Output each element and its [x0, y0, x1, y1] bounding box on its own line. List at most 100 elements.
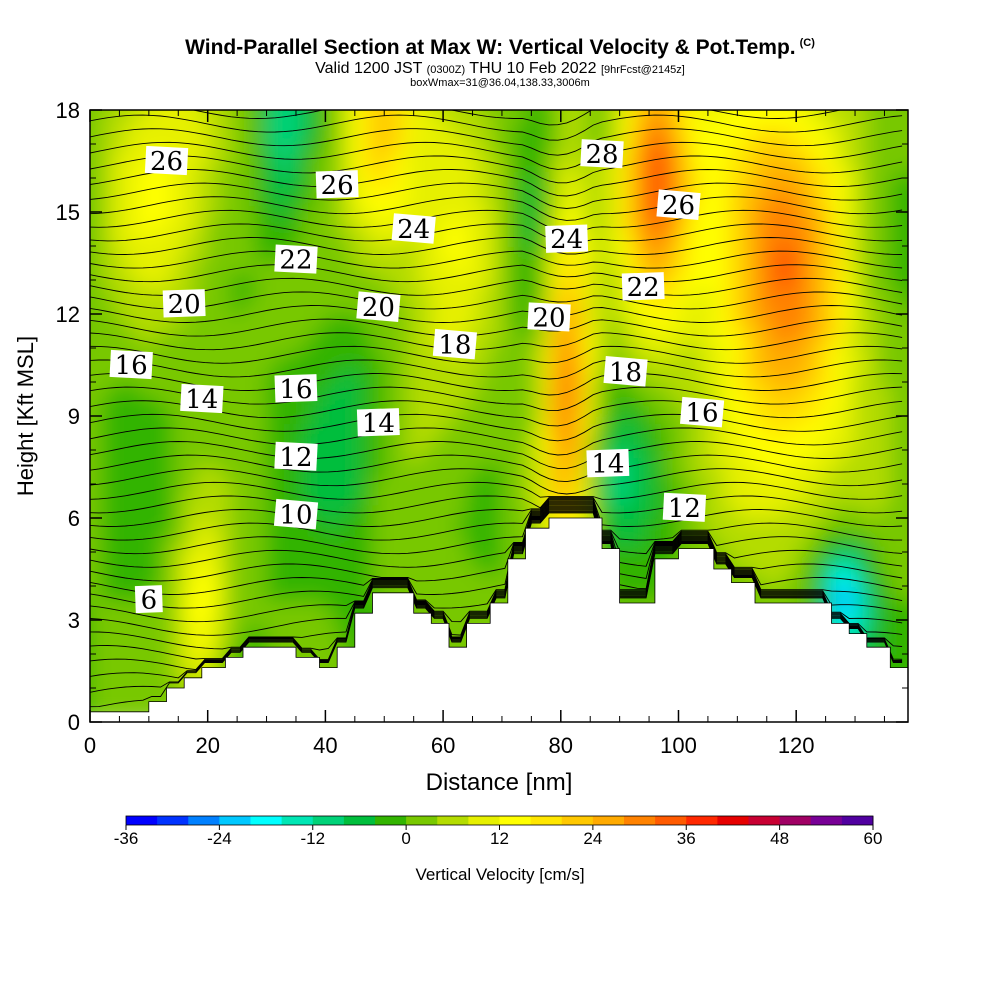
terrain-silhouette: [89, 517, 909, 723]
colorbar-swatch: [686, 816, 718, 825]
isentrope-label-text: 20: [532, 303, 565, 333]
chart-title: Wind-Parallel Section at Max W: Vertical…: [0, 36, 1000, 60]
isentrope-label-text: 14: [591, 450, 624, 480]
colorbar-tick-label: 48: [770, 829, 789, 848]
colorbar-swatch: [468, 816, 500, 825]
isentrope-label-bg: [586, 448, 630, 478]
colorbar-swatch: [779, 816, 812, 825]
isentrope-label-bg: [432, 328, 478, 360]
isentrope-label-bg: [274, 244, 318, 274]
isentrope-label-bg: [180, 383, 224, 414]
isentrope-label-text: 16: [685, 399, 718, 429]
isentrope-label-bg: [144, 145, 189, 176]
isentrope-label-bg: [621, 272, 665, 301]
isentrope-label: 18: [603, 356, 648, 388]
colorbar-swatch: [748, 816, 781, 825]
isentrope-label-bg: [274, 374, 318, 403]
isentrope-label: 16: [274, 374, 318, 405]
isentrope-label-bg: [109, 349, 153, 380]
colorbar-swatch: [281, 816, 314, 825]
isentrope-label: 26: [315, 170, 359, 201]
valid-date: THU 10 Feb 2022: [469, 60, 597, 77]
isentrope-label-text: 26: [321, 171, 354, 201]
isentrope-label-text: 6: [141, 586, 158, 616]
isentrope-label: 18: [432, 328, 478, 361]
isentrope-label: 6: [134, 585, 163, 616]
isentrope-label: 12: [274, 441, 318, 473]
colorbar-tick-label: 60: [864, 829, 883, 848]
isentrope-label-bg: [273, 498, 319, 530]
colorbar-swatch: [810, 816, 843, 825]
potential-temperature-contours: [90, 110, 903, 708]
isentrope-label-text: 22: [279, 246, 312, 276]
isentrope-label-bg: [162, 289, 206, 318]
x-tick-label: 20: [195, 733, 219, 758]
y-tick-label: 6: [68, 506, 80, 531]
isentrope-label: 22: [274, 244, 318, 276]
y-tick-label: 9: [68, 404, 80, 429]
colorbar-swatch: [561, 816, 594, 825]
isentrope-label: 20: [356, 291, 401, 323]
isentrope-label-bg: [391, 213, 436, 244]
x-tick-label: 120: [778, 733, 815, 758]
isentrope-label: 14: [586, 448, 630, 480]
isentrope-label: 22: [621, 272, 665, 303]
y-tick-label: 15: [56, 200, 80, 225]
isentrope-label-text: 12: [668, 494, 701, 524]
chart-title-text: Wind-Parallel Section at Max W: Vertical…: [185, 36, 796, 59]
isentrope-label-text: 14: [362, 409, 395, 439]
x-tick-label: 60: [431, 733, 455, 758]
box-info: boxWmax=31@36.04,138.33,3006m: [410, 77, 590, 89]
isentrope-label-text: 18: [438, 331, 471, 361]
isentrope-label-text: 18: [609, 358, 642, 388]
x-tick-label: 80: [549, 733, 573, 758]
isentrope-label: 12: [662, 492, 707, 524]
isentrope-labels: 26 26 24 28 24 26 22 20 20 20 22 18 16 16 18 14 14 16 12 14…: [109, 139, 725, 616]
colorbar-tick-label: -36: [114, 829, 139, 848]
colorbar-swatch: [188, 816, 220, 825]
colorbar-tick-label: 12: [490, 829, 509, 848]
x-tick-label: 100: [660, 733, 697, 758]
colorbar-tick-label: -24: [207, 829, 232, 848]
isentrope-label-text: 14: [185, 385, 218, 415]
isentrope-label: 24: [391, 213, 436, 245]
isentrope-label-text: 22: [627, 273, 660, 303]
x-axis-label: Distance [nm]: [426, 769, 573, 796]
isentrope-label: 16: [109, 349, 153, 381]
isentrope-label-text: 24: [550, 225, 583, 255]
isentrope-label: 14: [180, 383, 224, 415]
isentrope-label-text: 20: [362, 293, 395, 323]
colorbar-swatch: [437, 816, 469, 825]
isentrope-label: 14: [356, 408, 400, 439]
colorbar-tick-label: -12: [300, 829, 325, 848]
colorbar-label: Vertical Velocity [cm/s]: [415, 865, 584, 884]
isentrope-label-text: 10: [279, 501, 312, 531]
colorbar-swatch: [250, 816, 283, 825]
isentrope-label-text: 26: [662, 191, 695, 221]
colorbar-swatch: [406, 816, 438, 825]
isentrope-label: 28: [580, 139, 624, 170]
colorbar-swatch: [717, 816, 749, 825]
forecast-run: [9hrFcst@2145z]: [600, 64, 685, 76]
isentrope-label: 10: [273, 498, 319, 531]
isentrope-label-bg: [274, 441, 318, 471]
isentrope-label-bg: [662, 492, 707, 522]
isentrope-label-bg: [580, 139, 624, 169]
colorbar-swatch: [592, 816, 625, 825]
isentrope-label-bg: [603, 356, 648, 387]
y-axis-label: Height [Kft MSL]: [13, 336, 38, 496]
chart-title-suffix: (C): [799, 37, 815, 49]
colorbar-swatch: [624, 816, 656, 825]
isentrope-label-text: 16: [279, 375, 312, 405]
y-tick-label: 18: [56, 98, 80, 123]
valid-time: Valid 1200 JST: [315, 60, 423, 77]
valid-zulu: (0300Z): [426, 64, 466, 76]
isentrope-label-text: 20: [168, 290, 201, 320]
y-tick-label: 12: [56, 302, 80, 327]
isentrope-label: 26: [144, 145, 189, 177]
colorbar: -36 -24 -12 0 12 24 36 48 60: [114, 815, 883, 848]
colorbar-tick-label: 0: [401, 829, 410, 848]
colorbar-swatch: [157, 816, 189, 825]
colorbar-swatch: [312, 816, 345, 825]
